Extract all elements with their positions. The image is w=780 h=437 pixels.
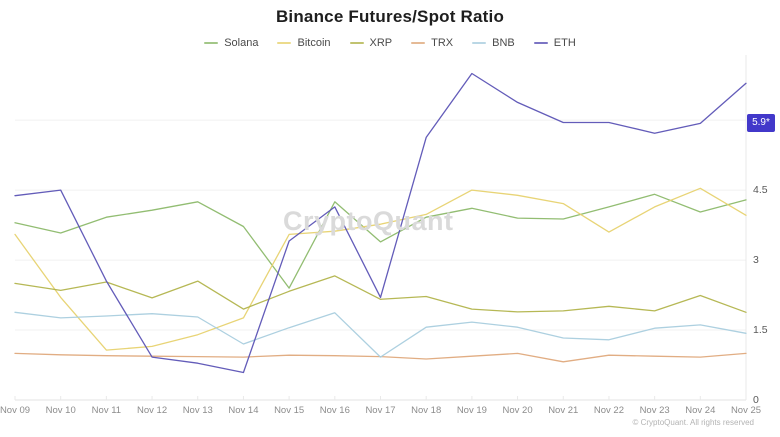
legend-item-label: Bitcoin <box>297 37 331 49</box>
legend: Solana Bitcoin XRP TRX BNB ETH <box>0 37 780 49</box>
x-axis-label: Nov 23 <box>639 405 670 416</box>
last-value-badge: 5.9* <box>747 114 775 132</box>
eth-line-marker-icon <box>533 42 548 44</box>
legend-item-label: BNB <box>492 37 515 49</box>
x-axis-label: Nov 16 <box>319 405 350 416</box>
solana-line-series <box>14 193 747 289</box>
y-axis-label: 0 <box>753 394 759 406</box>
x-axis-label: Nov 13 <box>182 405 213 416</box>
x-axis-label: Nov 15 <box>274 405 305 416</box>
legend-item-bnb[interactable]: BNB <box>472 37 515 49</box>
legend-item-label: XRP <box>369 37 393 49</box>
bitcoin-line-series <box>14 187 747 351</box>
trx-line-marker-icon <box>411 42 426 44</box>
chart-title: Binance Futures/Spot Ratio <box>275 7 505 26</box>
x-axis-label: Nov 14 <box>228 405 259 416</box>
xrp-line-series <box>14 275 747 313</box>
x-axis-label: Nov 22 <box>593 405 624 416</box>
eth-line-series <box>14 72 747 374</box>
xrp-line-marker-icon <box>349 42 364 44</box>
bitcoin-line-marker-icon <box>277 42 292 44</box>
x-axis-label: Nov 21 <box>548 405 579 416</box>
watermark: CryptoQuant <box>283 206 454 236</box>
x-axis-label: Nov 25 <box>730 405 762 416</box>
copyright-text: © CryptoQuant. All rights reserved <box>632 418 755 427</box>
x-axis-label: Nov 17 <box>365 405 396 416</box>
legend-item-trx[interactable]: TRX <box>411 37 453 49</box>
y-axis-label: 4.5 <box>753 184 768 197</box>
x-axis-label: Nov 10 <box>45 405 76 416</box>
x-axis-label: Nov 12 <box>137 405 168 416</box>
x-axis-label: Nov 11 <box>91 405 122 416</box>
bnb-line-marker-icon <box>472 42 487 44</box>
legend-item-label: Solana <box>224 37 259 49</box>
legend-item-label: ETH <box>553 37 576 49</box>
bnb-line-series <box>14 311 747 358</box>
legend-item-bitcoin[interactable]: Bitcoin <box>277 37 331 49</box>
x-axis-label: Nov 24 <box>685 405 716 416</box>
legend-item-xrp[interactable]: XRP <box>349 37 393 49</box>
legend-item-label: TRX <box>431 37 454 49</box>
x-axis-label: Nov 18 <box>411 405 442 416</box>
solana-line-marker-icon <box>204 42 219 44</box>
y-axis-label: 3 <box>753 254 759 267</box>
x-axis-label: Nov 20 <box>502 405 533 416</box>
x-axis-label: Nov 19 <box>456 405 487 416</box>
legend-item-solana[interactable]: Solana <box>204 37 258 49</box>
y-axis-label: 1.5 <box>753 324 768 337</box>
x-axis-label: Nov 09 <box>0 405 31 416</box>
legend-item-eth[interactable]: ETH <box>533 37 576 49</box>
